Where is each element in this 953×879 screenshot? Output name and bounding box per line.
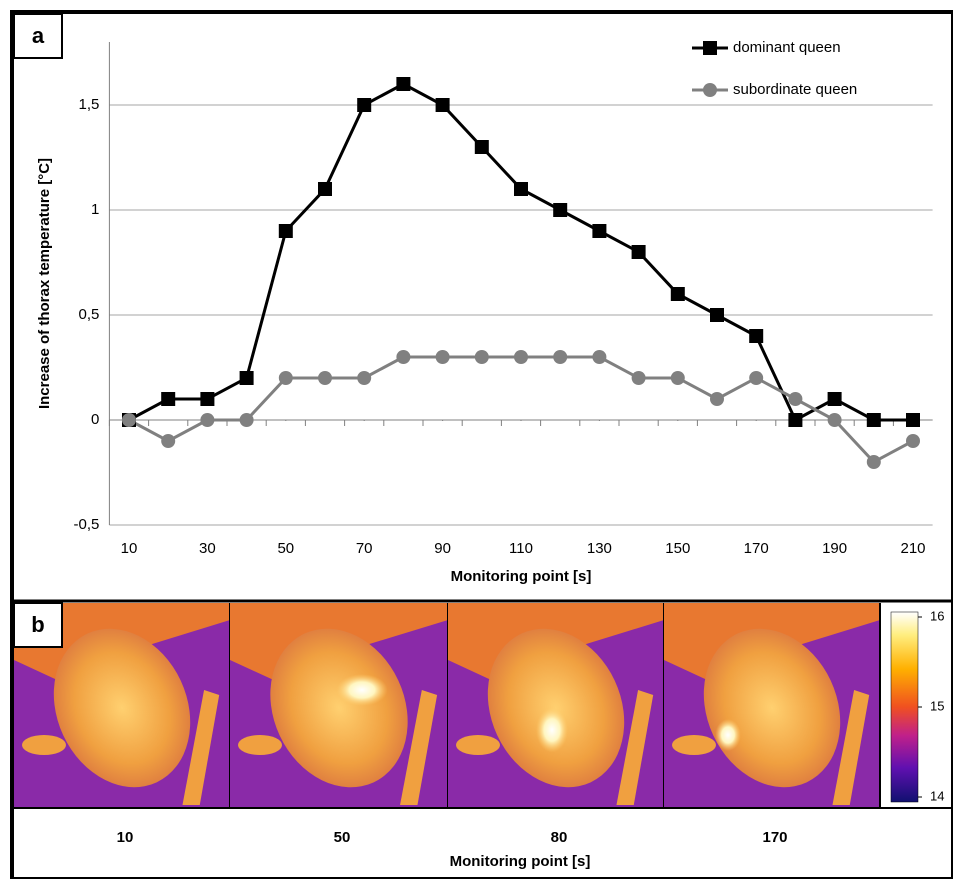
figure-border	[10, 10, 953, 879]
nest-comb	[270, 628, 408, 788]
data-point	[592, 224, 607, 238]
warm-object	[672, 735, 716, 755]
data-point	[670, 287, 685, 301]
x-tick-label: 110	[509, 540, 533, 557]
data-point	[435, 350, 450, 364]
x-tick-label: 10	[121, 540, 138, 557]
data-point	[514, 182, 528, 196]
y-axis-title: Increase of thorax temperature [°C]	[36, 158, 53, 409]
line-chart: -0,5 0 0,5 1 1,5 10 30 50 70 90 110 130 150 170 190 210…	[36, 39, 933, 585]
legend-marker	[703, 41, 717, 55]
x-tick-label: 90	[434, 540, 451, 557]
data-point	[553, 350, 568, 364]
warm-stick	[182, 690, 220, 805]
data-point	[514, 350, 528, 364]
data-point	[906, 413, 920, 427]
warm-object	[456, 735, 500, 755]
colorbar-tick-label: 14	[930, 788, 944, 803]
x-tick-label: 50	[277, 540, 294, 557]
data-point	[710, 308, 724, 322]
hot-spot	[536, 707, 568, 753]
data-point	[749, 371, 764, 385]
data-point	[474, 140, 489, 154]
data-point	[357, 371, 372, 385]
data-point	[866, 455, 881, 469]
frame-label: 170	[762, 829, 787, 846]
data-point	[357, 98, 372, 112]
legend-marker	[703, 83, 717, 97]
warm-stick	[832, 690, 870, 805]
colorbar-tick-label: 16	[930, 608, 944, 623]
y-tick-label: 0,5	[79, 306, 100, 323]
data-point	[749, 329, 764, 343]
nest-comb	[53, 628, 191, 788]
data-line	[128, 82, 913, 423]
data-point	[200, 392, 215, 406]
x-axis-title: Monitoring point [s]	[450, 853, 591, 870]
data-point	[278, 371, 293, 385]
y-tick-label: 1,5	[79, 96, 100, 113]
thermal-images: 14 15 16	[14, 603, 951, 808]
frame-label: 50	[334, 829, 351, 846]
panel-label: a	[32, 23, 45, 48]
data-point	[200, 413, 215, 427]
data-point	[631, 371, 646, 385]
data-point	[239, 413, 254, 427]
y-tick-label: -0,5	[74, 516, 100, 533]
data-point	[553, 203, 568, 217]
x-tick-label: 150	[665, 540, 690, 557]
panel-label-box	[13, 602, 63, 648]
panel-label-box	[13, 13, 63, 59]
x-tick-label: 130	[587, 540, 612, 557]
y-tick-label: 1	[91, 201, 99, 218]
data-point	[631, 245, 646, 259]
data-point	[788, 392, 803, 406]
warm-stick	[400, 690, 438, 805]
data-point	[161, 434, 176, 448]
warm-object	[22, 735, 66, 755]
data-point	[827, 392, 842, 406]
frame-label: 10	[117, 829, 134, 846]
hot-spot	[715, 719, 741, 751]
data-point	[710, 392, 724, 406]
data-point	[788, 413, 803, 427]
colorbar-tick-label: 15	[930, 698, 944, 713]
x-tick-label: 30	[199, 540, 216, 557]
colorbar	[890, 611, 919, 803]
x-axis-title: Monitoring point [s]	[451, 568, 592, 585]
y-tick-label: 0	[91, 411, 99, 428]
data-point	[396, 77, 411, 91]
data-point	[906, 434, 920, 448]
data-point	[592, 350, 607, 364]
warm-object	[238, 735, 282, 755]
x-tick-label: 170	[744, 540, 769, 557]
data-point	[396, 350, 411, 364]
panel-label: b	[31, 612, 44, 637]
x-tick-label: 210	[900, 540, 925, 557]
hot-spot	[336, 674, 388, 706]
data-point	[278, 224, 293, 238]
data-point	[318, 371, 332, 385]
legend-label: subordinate queen	[733, 81, 857, 98]
data-point	[435, 98, 450, 112]
data-point	[122, 413, 136, 427]
frame-label: 80	[551, 829, 568, 846]
legend-label: dominant queen	[733, 39, 841, 56]
data-point	[866, 413, 881, 427]
data-point	[670, 371, 685, 385]
data-point	[827, 413, 842, 427]
nest-comb	[703, 628, 841, 788]
nest-comb	[487, 628, 625, 788]
x-tick-label: 190	[822, 540, 847, 557]
data-point	[161, 392, 176, 406]
data-point	[318, 182, 332, 196]
data-point	[239, 371, 254, 385]
warm-stick	[616, 690, 654, 805]
data-point	[474, 350, 489, 364]
x-tick-label: 70	[356, 540, 373, 557]
